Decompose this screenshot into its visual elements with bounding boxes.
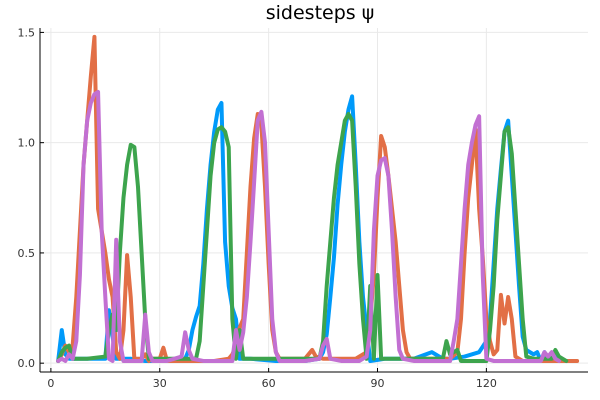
- grid: [40, 28, 588, 372]
- x-tick-label: 90: [371, 377, 385, 390]
- x-tick-label: 60: [262, 377, 276, 390]
- chart-title: sidesteps ψ: [266, 2, 375, 24]
- x-tick-label: 0: [47, 377, 54, 390]
- y-tick-label: 0.0: [18, 357, 36, 370]
- x-tick-label: 120: [476, 377, 497, 390]
- y-tick-label: 1.5: [18, 26, 36, 39]
- series-group: [56, 34, 580, 363]
- x-tick-label: 30: [153, 377, 167, 390]
- y-tick-label: 1.0: [18, 137, 36, 150]
- axes: 0 30 60 90 120 0.0 0.5 1.0 1.5: [18, 26, 588, 390]
- series-line-4: [56, 89, 561, 363]
- series-line-3: [56, 112, 569, 363]
- y-tick-label: 0.5: [18, 247, 36, 260]
